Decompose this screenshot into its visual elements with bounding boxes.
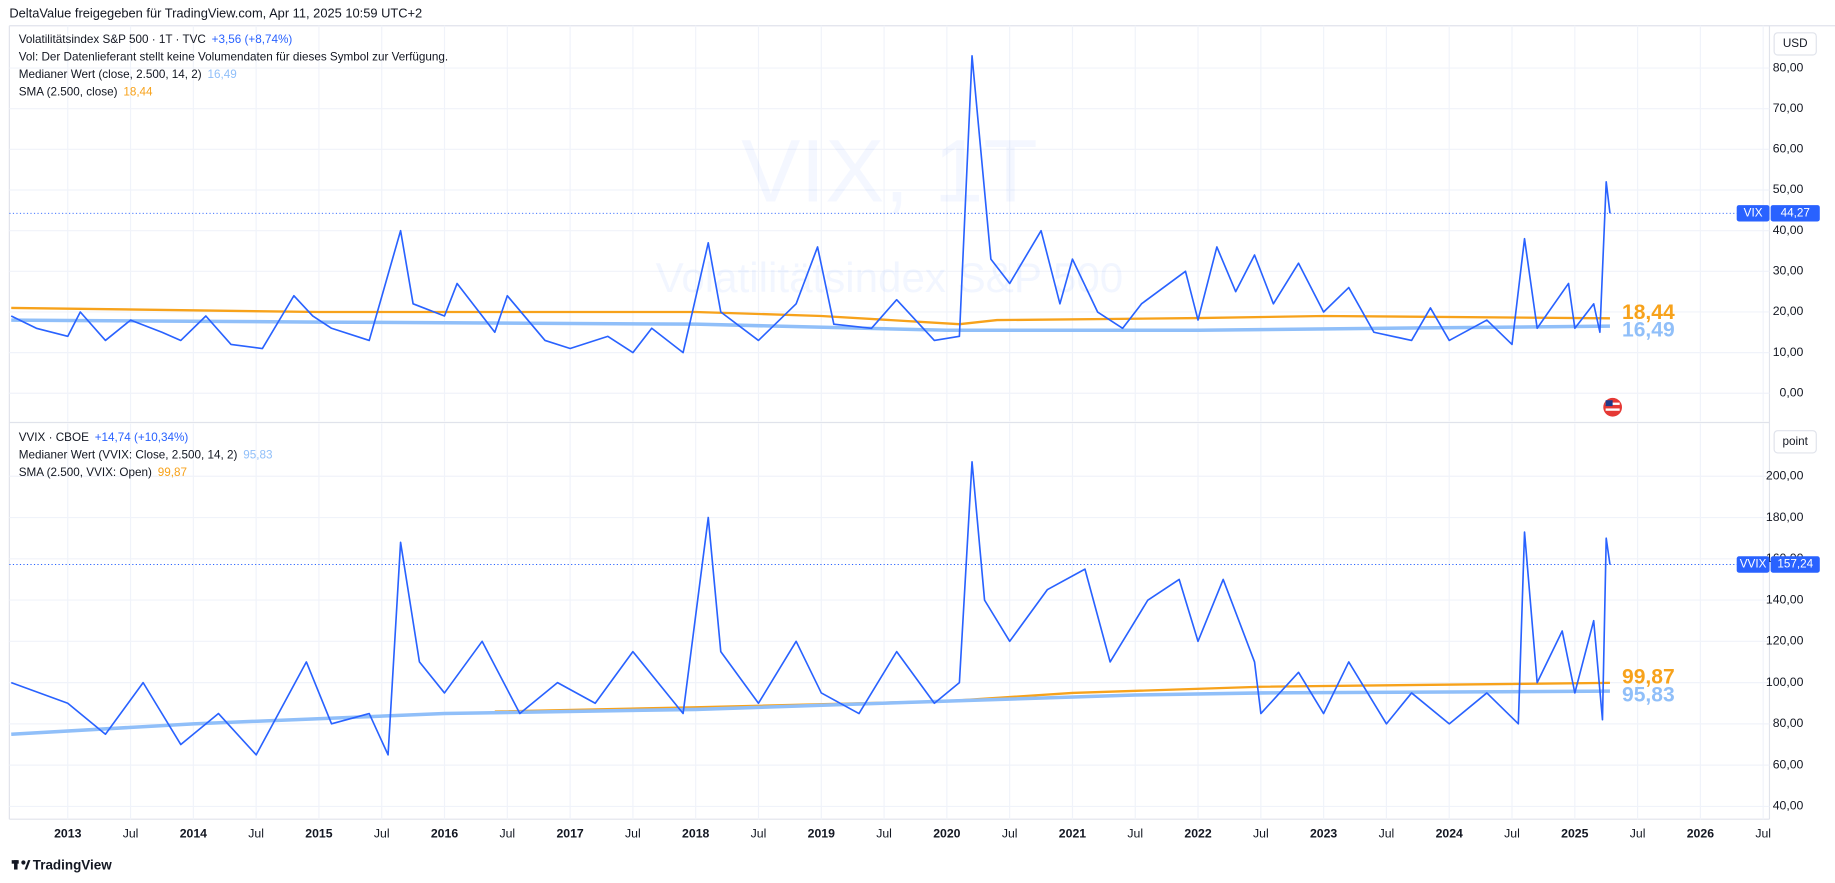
- series-line: [10, 460, 1611, 756]
- legend-text: SMA (2.500, close): [19, 86, 118, 99]
- x-tick-label: Jul: [1755, 827, 1771, 841]
- y-tick-label: 80,00: [1773, 716, 1804, 730]
- x-tick-label: Jul: [123, 827, 139, 841]
- series-line: [11, 318, 1610, 333]
- legend-text: SMA (2.500, VVIX: Open): [19, 466, 152, 479]
- x-tick-label: 2015: [305, 827, 332, 841]
- x-tick-label: Jul: [876, 827, 892, 841]
- symbol-tag-label: VIX: [1744, 206, 1763, 219]
- legend-text: +3,56 (+8,74%): [212, 33, 293, 46]
- indicator-value-label: 16,49: [1622, 318, 1675, 341]
- x-tick-label: Jul: [1630, 827, 1646, 841]
- y-tick-label: 60,00: [1773, 757, 1804, 771]
- x-tick-label: Jul: [1127, 827, 1143, 841]
- x-tick-label: Jul: [751, 827, 767, 841]
- y-tick-label: 40,00: [1773, 799, 1804, 813]
- series-line: [494, 681, 1610, 713]
- x-tick-label: Jul: [1253, 827, 1269, 841]
- x-tick-label: 2018: [682, 827, 709, 841]
- flag-icon: [1603, 397, 1623, 417]
- x-tick-label: 2024: [1436, 827, 1463, 841]
- x-tick-label: 2019: [808, 827, 835, 841]
- footer-brand: TradingView: [33, 858, 112, 873]
- legend-text: 18,44: [123, 86, 153, 99]
- logo: [11, 860, 31, 870]
- legend-text: 95,83: [243, 448, 272, 461]
- y-tick-label: 120,00: [1766, 634, 1804, 648]
- x-tick-label: 2014: [180, 827, 207, 841]
- y-tick-label: 0,00: [1780, 386, 1804, 400]
- unit-box: [1773, 430, 1817, 454]
- series-line: [10, 55, 1611, 354]
- y-tick-label: 140,00: [1766, 592, 1804, 606]
- y-tick-label: 180,00: [1766, 510, 1804, 524]
- y-tick-label: 20,00: [1773, 304, 1804, 318]
- y-tick-label: 60,00: [1773, 142, 1804, 156]
- header: DeltaValue freigegeben für TradingView.c…: [9, 5, 422, 20]
- legend-text: VVIX · CBOE: [19, 431, 89, 444]
- y-tick-label: 10,00: [1773, 345, 1804, 359]
- indicator-value-label: 18,44: [1622, 301, 1675, 324]
- x-tick-label: 2017: [556, 827, 583, 841]
- x-tick-label: 2023: [1310, 827, 1337, 841]
- x-tick-label: 2016: [431, 827, 458, 841]
- grid-layer: [9, 25, 1770, 820]
- symbol-tag: [1736, 205, 1770, 222]
- x-tick-label: Jul: [499, 827, 515, 841]
- y-tick-label: 200,00: [1766, 469, 1804, 483]
- unit-label: point: [1783, 435, 1809, 448]
- price-tag: [1770, 205, 1820, 222]
- legend-text: Volatilitätsindex S&P 500 · 1T · TVC: [19, 33, 206, 46]
- series-line: [11, 689, 1610, 736]
- legend-text: Medianer Wert (VVIX: Close, 2.500, 14, 2…: [19, 448, 238, 461]
- price-tag: [1770, 556, 1820, 573]
- x-tick-label: Jul: [374, 827, 390, 841]
- symbol-tag-label: VVIX: [1740, 558, 1767, 571]
- legend-text: 16,49: [208, 68, 237, 81]
- y-tick-label: 70,00: [1773, 101, 1804, 115]
- legend-text: Medianer Wert (close, 2.500, 14, 2): [19, 68, 202, 81]
- watermark: VIX, 1T: [741, 120, 1038, 220]
- unit-box: [1773, 32, 1817, 56]
- y-tick-label: 80,00: [1773, 60, 1804, 74]
- x-tick-label: Jul: [1504, 827, 1520, 841]
- indicator-value-label: 95,83: [1622, 683, 1675, 706]
- x-tick-label: Jul: [1379, 827, 1395, 841]
- legend-text: +14,74 (+10,34%): [95, 431, 189, 444]
- x-tick-label: Jul: [625, 827, 641, 841]
- y-tick-label: 30,00: [1773, 264, 1804, 278]
- watermark-subtitle: Volatilitätsindex S&P 500: [656, 254, 1124, 301]
- x-tick-label: 2026: [1687, 827, 1714, 841]
- legend-text: Vol: Der Datenlieferant stellt keine Vol…: [19, 50, 448, 63]
- x-tick-label: 2020: [933, 827, 960, 841]
- symbol-tag: [1736, 556, 1770, 573]
- legend-text: 99,87: [158, 466, 187, 479]
- x-tick-label: 2022: [1184, 827, 1211, 841]
- y-tick-label: 50,00: [1773, 182, 1804, 196]
- y-tick-label: 40,00: [1773, 223, 1804, 237]
- x-tick-label: Jul: [1002, 827, 1018, 841]
- price-tag-label: 44,27: [1781, 206, 1810, 219]
- x-tick-label: 2021: [1059, 827, 1086, 841]
- x-tick-label: 2013: [54, 827, 81, 841]
- x-tick-label: 2025: [1561, 827, 1588, 841]
- x-tick-label: Jul: [248, 827, 264, 841]
- unit-label: USD: [1783, 37, 1808, 50]
- indicator-value-label: 99,87: [1622, 666, 1675, 689]
- y-tick-label: 100,00: [1766, 675, 1804, 689]
- price-tag-label: 157,24: [1777, 558, 1813, 571]
